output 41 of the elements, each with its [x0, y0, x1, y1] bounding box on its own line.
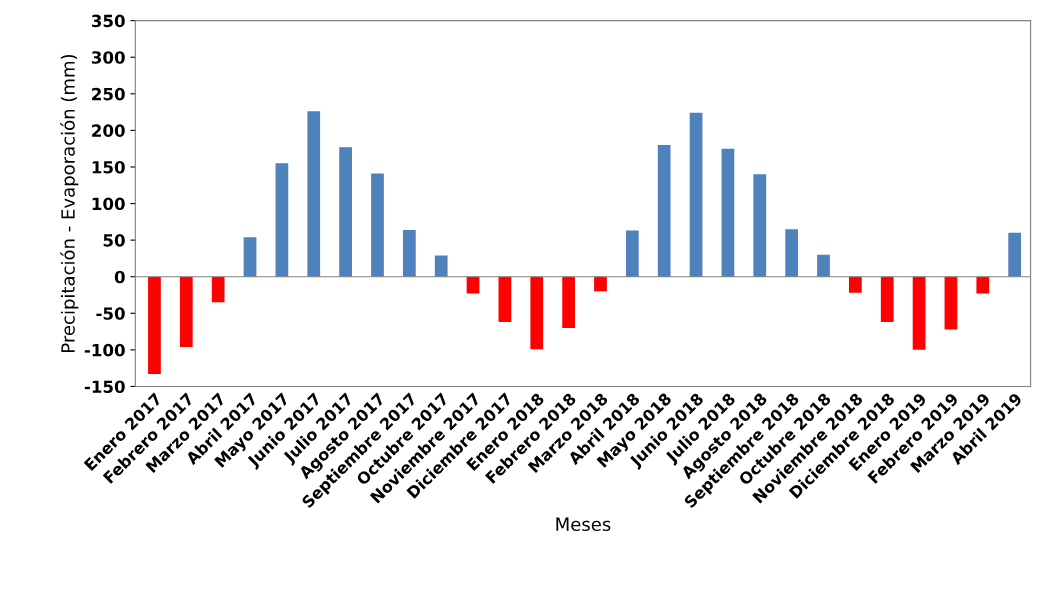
bar: [148, 276, 161, 375]
bar: [371, 173, 384, 277]
y-tick-label: 300: [91, 51, 125, 64]
y-tick-label: 350: [91, 14, 125, 28]
bar: [434, 255, 448, 277]
y-tick-label: 150: [92, 160, 125, 174]
bar: [976, 276, 990, 294]
y-tick-label: -50: [96, 307, 125, 320]
bar: [817, 254, 830, 277]
y-tick-label: 50: [103, 234, 125, 247]
bar: [785, 229, 799, 277]
bar: [1008, 232, 1022, 277]
y-tick-label: -150: [84, 380, 125, 394]
bar: [721, 148, 735, 277]
bar: [339, 147, 352, 277]
bar: [753, 174, 767, 277]
bar: [689, 112, 703, 277]
bar: [530, 276, 544, 350]
bar: [848, 276, 862, 293]
bar: [402, 229, 416, 277]
bar: [912, 276, 926, 350]
bar: [562, 276, 575, 328]
bar: [880, 276, 894, 323]
bar: [243, 237, 257, 277]
y-axis-title: Precipitación - Evaporación (mm): [60, 54, 79, 352]
bar: [307, 111, 321, 277]
bar: [275, 163, 289, 277]
bar: [625, 230, 639, 277]
bar: [944, 276, 958, 330]
x-axis-title: Meses: [556, 517, 611, 532]
y-tick-label: 100: [92, 197, 125, 211]
bar: [657, 145, 671, 277]
bar: [179, 276, 193, 347]
y-tick-label: 250: [92, 87, 125, 101]
bar: [498, 276, 512, 323]
y-tick-label: 200: [92, 124, 125, 137]
bar: [466, 276, 480, 294]
y-tick-label: -100: [84, 343, 125, 357]
y-tick-label: 0: [114, 270, 125, 284]
bar: [594, 276, 607, 292]
bar: [211, 276, 225, 303]
